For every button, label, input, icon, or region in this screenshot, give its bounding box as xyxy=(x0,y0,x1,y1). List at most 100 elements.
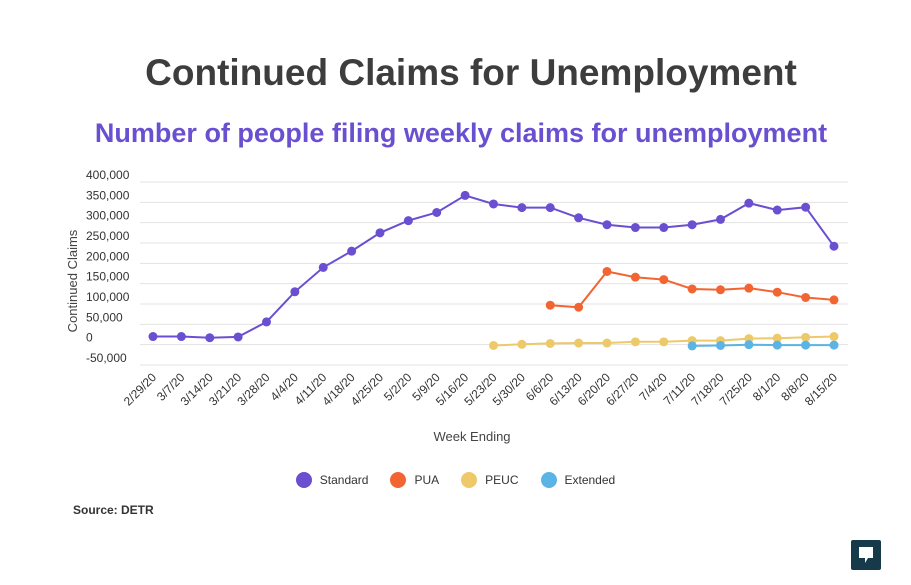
y-tick-label: 350,000 xyxy=(86,188,130,202)
data-point-standard xyxy=(205,333,215,343)
data-point-peuc xyxy=(801,332,811,342)
series-peuc xyxy=(489,332,839,350)
series-line-extended xyxy=(692,343,834,347)
gridlines xyxy=(140,181,848,366)
data-point-standard xyxy=(545,203,555,213)
data-point-standard xyxy=(290,287,300,297)
y-tick-label: 150,000 xyxy=(86,270,130,284)
data-point-standard xyxy=(489,199,498,209)
source-note: Source: DETR xyxy=(73,503,154,517)
data-point-standard xyxy=(262,317,271,327)
legend-item-pua: PUA xyxy=(390,472,439,488)
data-point-standard xyxy=(375,228,385,238)
data-point-peuc xyxy=(602,338,612,348)
data-point-peuc xyxy=(630,337,640,347)
legend-label: Extended xyxy=(564,473,616,487)
x-tick-label: 2/29/20 xyxy=(121,370,159,408)
data-point-standard xyxy=(744,198,754,208)
data-point-standard xyxy=(630,223,640,233)
data-point-pua xyxy=(801,292,811,302)
data-point-pua xyxy=(545,300,555,310)
x-tick-label: 8/1/20 xyxy=(750,370,784,404)
legend-label: PEUC xyxy=(485,473,519,487)
data-point-peuc xyxy=(574,338,584,348)
legend-swatch-pua xyxy=(390,472,407,488)
data-point-pua xyxy=(659,275,669,285)
series-pua xyxy=(545,266,839,312)
legend-swatch-peuc xyxy=(461,472,478,488)
data-point-peuc xyxy=(489,340,498,350)
nevada-logo-icon xyxy=(851,540,881,570)
data-point-standard xyxy=(801,202,811,212)
data-point-standard xyxy=(403,216,413,226)
data-point-standard xyxy=(716,214,725,224)
legend-label: Standard xyxy=(319,473,369,487)
data-point-peuc xyxy=(659,337,669,347)
y-tick-label: 50,000 xyxy=(86,310,123,324)
data-point-standard xyxy=(687,220,697,230)
x-tick-label: 6/27/20 xyxy=(603,370,641,408)
data-point-pua xyxy=(772,287,782,297)
data-point-pua xyxy=(574,302,584,312)
legend-label: PUA xyxy=(414,473,440,487)
x-axis-title: Week Ending xyxy=(433,429,510,444)
data-point-extended xyxy=(829,340,839,350)
legend: Standard PUA PEUC Extended xyxy=(0,472,911,488)
data-point-extended xyxy=(744,340,754,350)
y-tick-label: 0 xyxy=(86,331,93,345)
x-tick-label: 5/30/20 xyxy=(490,370,528,408)
series-lines xyxy=(148,190,839,351)
data-point-standard xyxy=(602,220,612,230)
data-point-peuc xyxy=(517,339,527,349)
y-tick-labels: -50,000 0 50,000 100,000 150,000 200,000 250,0… xyxy=(86,168,130,365)
data-point-extended xyxy=(772,340,782,350)
data-point-pua xyxy=(716,285,725,295)
y-tick-label: 300,000 xyxy=(86,209,130,223)
data-point-standard xyxy=(318,262,328,272)
legend-item-peuc: PEUC xyxy=(461,472,519,488)
data-point-standard xyxy=(432,208,442,217)
x-tick-labels: 2/29/203/7/203/14/203/21/203/28/204/4/20… xyxy=(121,370,840,408)
x-tick-label: 5/2/20 xyxy=(381,370,415,404)
x-tick-label: 3/28/20 xyxy=(234,370,272,408)
chart-subtitle: Number of people filing weekly claims fo… xyxy=(94,118,828,148)
x-tick-label: 7/25/20 xyxy=(717,370,755,408)
data-point-standard xyxy=(829,241,839,251)
chart-title: Continued Claims for Unemployment xyxy=(145,52,797,93)
legend-swatch-standard xyxy=(295,472,312,488)
data-point-pua xyxy=(829,295,839,305)
data-point-peuc xyxy=(545,338,555,348)
data-point-peuc xyxy=(829,332,839,342)
legend-swatch-extended xyxy=(540,472,557,488)
data-point-pua xyxy=(630,272,640,282)
legend-item-standard: Standard xyxy=(295,472,369,488)
x-tick-label: 4/25/20 xyxy=(348,370,386,408)
data-point-standard xyxy=(772,205,782,215)
data-point-standard xyxy=(148,332,158,342)
data-point-pua xyxy=(602,266,612,276)
data-point-standard xyxy=(574,213,584,223)
line-chart: -50,000 0 50,000 100,000 150,000 200,000 250,0… xyxy=(65,168,848,444)
y-tick-label: 200,000 xyxy=(86,249,130,263)
y-tick-label: 400,000 xyxy=(86,168,130,182)
series-extended xyxy=(687,340,839,351)
x-tick-label: 8/15/20 xyxy=(802,370,840,408)
data-point-extended xyxy=(716,340,725,350)
y-tick-label: -50,000 xyxy=(86,351,127,365)
y-tick-label: 250,000 xyxy=(86,229,130,243)
y-tick-label: 100,000 xyxy=(86,290,130,304)
data-point-standard xyxy=(347,246,357,256)
data-point-standard xyxy=(233,332,243,342)
series-line-standard xyxy=(153,194,835,339)
legend-item-extended: Extended xyxy=(540,472,616,488)
data-point-standard xyxy=(176,332,186,342)
data-point-peuc xyxy=(772,333,782,343)
data-point-extended xyxy=(801,340,811,350)
y-axis-title: Continued Claims xyxy=(65,229,80,332)
data-point-standard xyxy=(460,190,470,200)
series-standard xyxy=(148,190,839,343)
data-point-standard xyxy=(659,223,669,233)
data-point-pua xyxy=(744,283,754,293)
data-point-standard xyxy=(517,203,527,213)
